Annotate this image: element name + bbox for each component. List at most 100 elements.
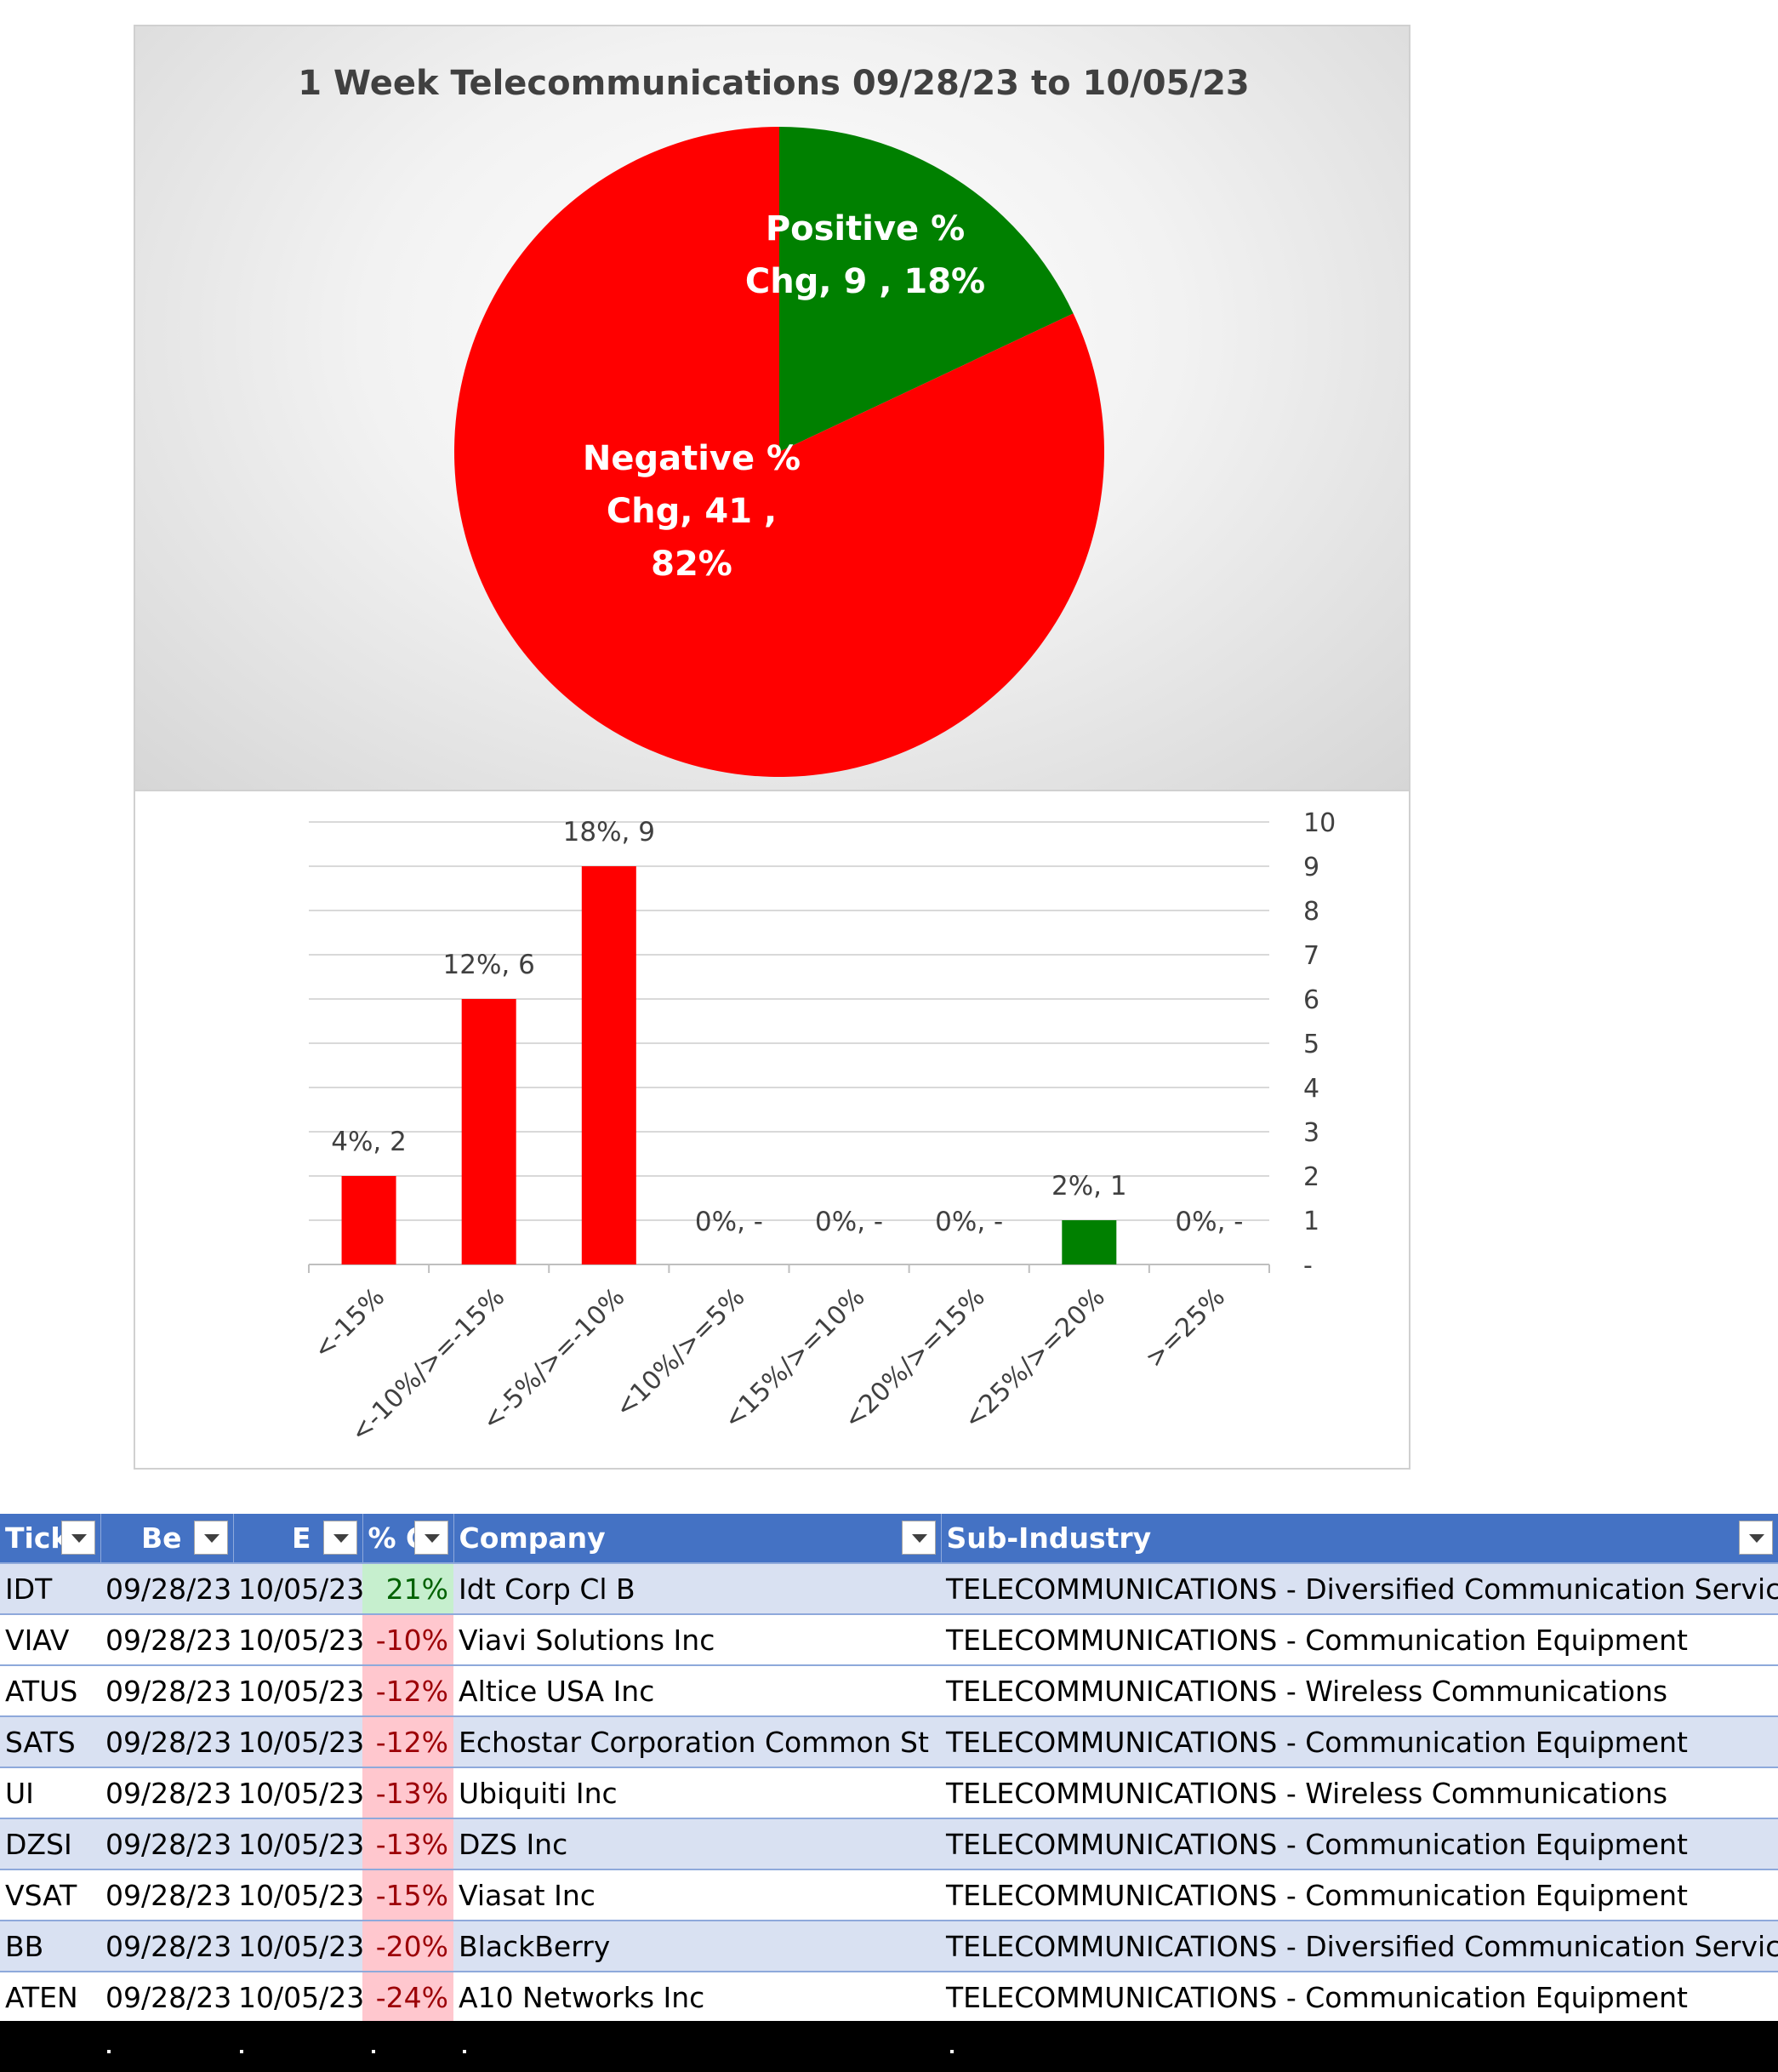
- y-tick-label: 8: [1303, 897, 1319, 927]
- cell-company[interactable]: Ubiquiti Inc: [453, 1767, 941, 1818]
- cell-company[interactable]: Viasat Inc: [453, 1869, 941, 1921]
- header-ticker: Tick: [0, 1514, 101, 1563]
- bar-data-label: 0%, -: [1175, 1207, 1243, 1237]
- cell-end[interactable]: 10/05/23: [233, 1818, 362, 1869]
- cell-begin[interactable]: 09/28/23: [100, 1715, 233, 1767]
- table-row: UI 09/28/23 10/05/23 -13% Ubiquiti Inc T…: [0, 1767, 1778, 1818]
- cell-ticker[interactable]: VIAV: [0, 1613, 100, 1665]
- cell-company[interactable]: DZS Inc: [453, 1818, 941, 1869]
- cell-begin[interactable]: 09/28/23: [100, 1920, 233, 1972]
- header-label: E: [291, 1521, 311, 1555]
- cell-pct-change[interactable]: -24%: [362, 1971, 453, 2022]
- cell-end[interactable]: 10/05/23: [233, 1920, 362, 1972]
- bar-6: [1062, 1220, 1117, 1264]
- table-row: VSAT 09/28/23 10/05/23 -15% Viasat Inc T…: [0, 1869, 1778, 1921]
- pie-slice-positive: [779, 127, 1074, 452]
- bar-data-label: 0%, -: [695, 1207, 763, 1237]
- cell-sub-industry[interactable]: TELECOMMUNICATIONS - Wireless Communicat…: [941, 1664, 1778, 1716]
- y-tick-label: 5: [1303, 1030, 1319, 1059]
- footer-dot: [107, 2050, 111, 2053]
- header-end: E: [233, 1514, 363, 1563]
- bar-1: [461, 999, 516, 1264]
- cell-company[interactable]: A10 Networks Inc: [453, 1971, 941, 2022]
- y-tick-label: 9: [1303, 853, 1319, 882]
- cell-begin[interactable]: 09/28/23: [100, 1562, 233, 1614]
- cell-company[interactable]: Echostar Corporation Common St: [453, 1715, 941, 1767]
- cell-begin[interactable]: 09/28/23: [100, 1664, 233, 1716]
- cell-company[interactable]: Viavi Solutions Inc: [453, 1613, 941, 1665]
- cell-ticker[interactable]: SATS: [0, 1715, 100, 1767]
- table-header-row: Tick Be E % C Company Sub-Industry: [0, 1514, 1778, 1563]
- cell-begin[interactable]: 09/28/23: [100, 1869, 233, 1921]
- y-tick-label: 7: [1303, 941, 1319, 971]
- cell-company[interactable]: BlackBerry: [453, 1920, 941, 1972]
- bar-data-label: 18%, 9: [563, 817, 655, 848]
- header-company: Company: [453, 1514, 942, 1563]
- cell-ticker[interactable]: ATEN: [0, 1971, 100, 2022]
- footer-dot: [372, 2050, 375, 2053]
- filter-dropdown-icon[interactable]: [1738, 1521, 1773, 1555]
- cell-pct-change[interactable]: -13%: [362, 1818, 453, 1869]
- bar-data-label: 2%, 1: [1051, 1171, 1127, 1202]
- cell-pct-change[interactable]: -12%: [362, 1664, 453, 1716]
- cell-ticker[interactable]: IDT: [0, 1562, 100, 1614]
- cell-pct-change[interactable]: -20%: [362, 1920, 453, 1972]
- bar-data-label: 4%, 2: [331, 1127, 407, 1157]
- cell-end[interactable]: 10/05/23: [233, 1869, 362, 1921]
- header-pct-change: % C: [362, 1514, 454, 1563]
- cell-begin[interactable]: 09/28/23: [100, 1818, 233, 1869]
- cell-sub-industry[interactable]: TELECOMMUNICATIONS - Diversified Communi…: [941, 1562, 1778, 1614]
- cell-end[interactable]: 10/05/23: [233, 1613, 362, 1665]
- filter-dropdown-icon[interactable]: [901, 1521, 936, 1555]
- filter-dropdown-icon[interactable]: [413, 1521, 448, 1555]
- cell-sub-industry[interactable]: TELECOMMUNICATIONS - Communication Equip…: [941, 1818, 1778, 1869]
- cell-pct-change[interactable]: -10%: [362, 1613, 453, 1665]
- cell-pct-change[interactable]: 21%: [362, 1562, 453, 1614]
- pie-chart-panel: 1 Week Telecommunications 09/28/23 to 10…: [134, 25, 1410, 791]
- cell-ticker[interactable]: ATUS: [0, 1664, 100, 1716]
- cell-ticker[interactable]: BB: [0, 1920, 100, 1972]
- cell-begin[interactable]: 09/28/23: [100, 1767, 233, 1818]
- pie-label-line: Negative %: [583, 439, 801, 478]
- stock-table: Tick Be E % C Company Sub-Industry IDT 0…: [0, 1514, 1778, 2022]
- filter-dropdown-icon[interactable]: [193, 1521, 228, 1555]
- cell-sub-industry[interactable]: TELECOMMUNICATIONS - Wireless Communicat…: [941, 1767, 1778, 1818]
- cell-begin[interactable]: 09/28/23: [100, 1613, 233, 1665]
- filter-dropdown-icon[interactable]: [322, 1521, 357, 1555]
- category-label: >=25%: [1140, 1282, 1231, 1373]
- cell-pct-change[interactable]: -12%: [362, 1715, 453, 1767]
- cell-ticker[interactable]: UI: [0, 1767, 100, 1818]
- cell-ticker[interactable]: DZSI: [0, 1818, 100, 1869]
- cell-end[interactable]: 10/05/23: [233, 1664, 362, 1716]
- table-row: ATUS 09/28/23 10/05/23 -12% Altice USA I…: [0, 1664, 1778, 1716]
- table-row: DZSI 09/28/23 10/05/23 -13% DZS Inc TELE…: [0, 1818, 1778, 1869]
- cell-pct-change[interactable]: -15%: [362, 1869, 453, 1921]
- header-label: Sub-Industry: [946, 1521, 1152, 1555]
- header-label: Company: [459, 1521, 606, 1555]
- cell-company[interactable]: Idt Corp Cl B: [453, 1562, 941, 1614]
- cell-ticker[interactable]: VSAT: [0, 1869, 100, 1921]
- cell-end[interactable]: 10/05/23: [233, 1715, 362, 1767]
- category-label: <-15%: [308, 1282, 390, 1365]
- cell-company[interactable]: Altice USA Inc: [453, 1664, 941, 1716]
- bar-2: [581, 866, 636, 1264]
- cell-sub-industry[interactable]: TELECOMMUNICATIONS - Communication Equip…: [941, 1971, 1778, 2022]
- cell-sub-industry[interactable]: TELECOMMUNICATIONS - Communication Equip…: [941, 1715, 1778, 1767]
- cell-sub-industry[interactable]: TELECOMMUNICATIONS - Diversified Communi…: [941, 1920, 1778, 1972]
- y-tick-label: 10: [1303, 808, 1336, 838]
- cell-end[interactable]: 10/05/23: [233, 1767, 362, 1818]
- cell-begin[interactable]: 09/28/23: [100, 1971, 233, 2022]
- bar-data-label: 0%, -: [815, 1207, 883, 1237]
- header-begin: Be: [100, 1514, 234, 1563]
- cell-end[interactable]: 10/05/23: [233, 1971, 362, 2022]
- pie-label-line: 82%: [651, 545, 732, 584]
- cell-end[interactable]: 10/05/23: [233, 1562, 362, 1614]
- filter-dropdown-icon[interactable]: [60, 1521, 95, 1555]
- y-tick-label: 2: [1303, 1162, 1319, 1192]
- cell-sub-industry[interactable]: TELECOMMUNICATIONS - Communication Equip…: [941, 1613, 1778, 1665]
- pie-title: 1 Week Telecommunications 09/28/23 to 10…: [298, 64, 1250, 103]
- cell-pct-change[interactable]: -13%: [362, 1767, 453, 1818]
- pie-chart: 1 Week Telecommunications 09/28/23 to 10…: [298, 64, 1250, 777]
- pie-slice-negative: [454, 127, 1104, 777]
- cell-sub-industry[interactable]: TELECOMMUNICATIONS - Communication Equip…: [941, 1869, 1778, 1921]
